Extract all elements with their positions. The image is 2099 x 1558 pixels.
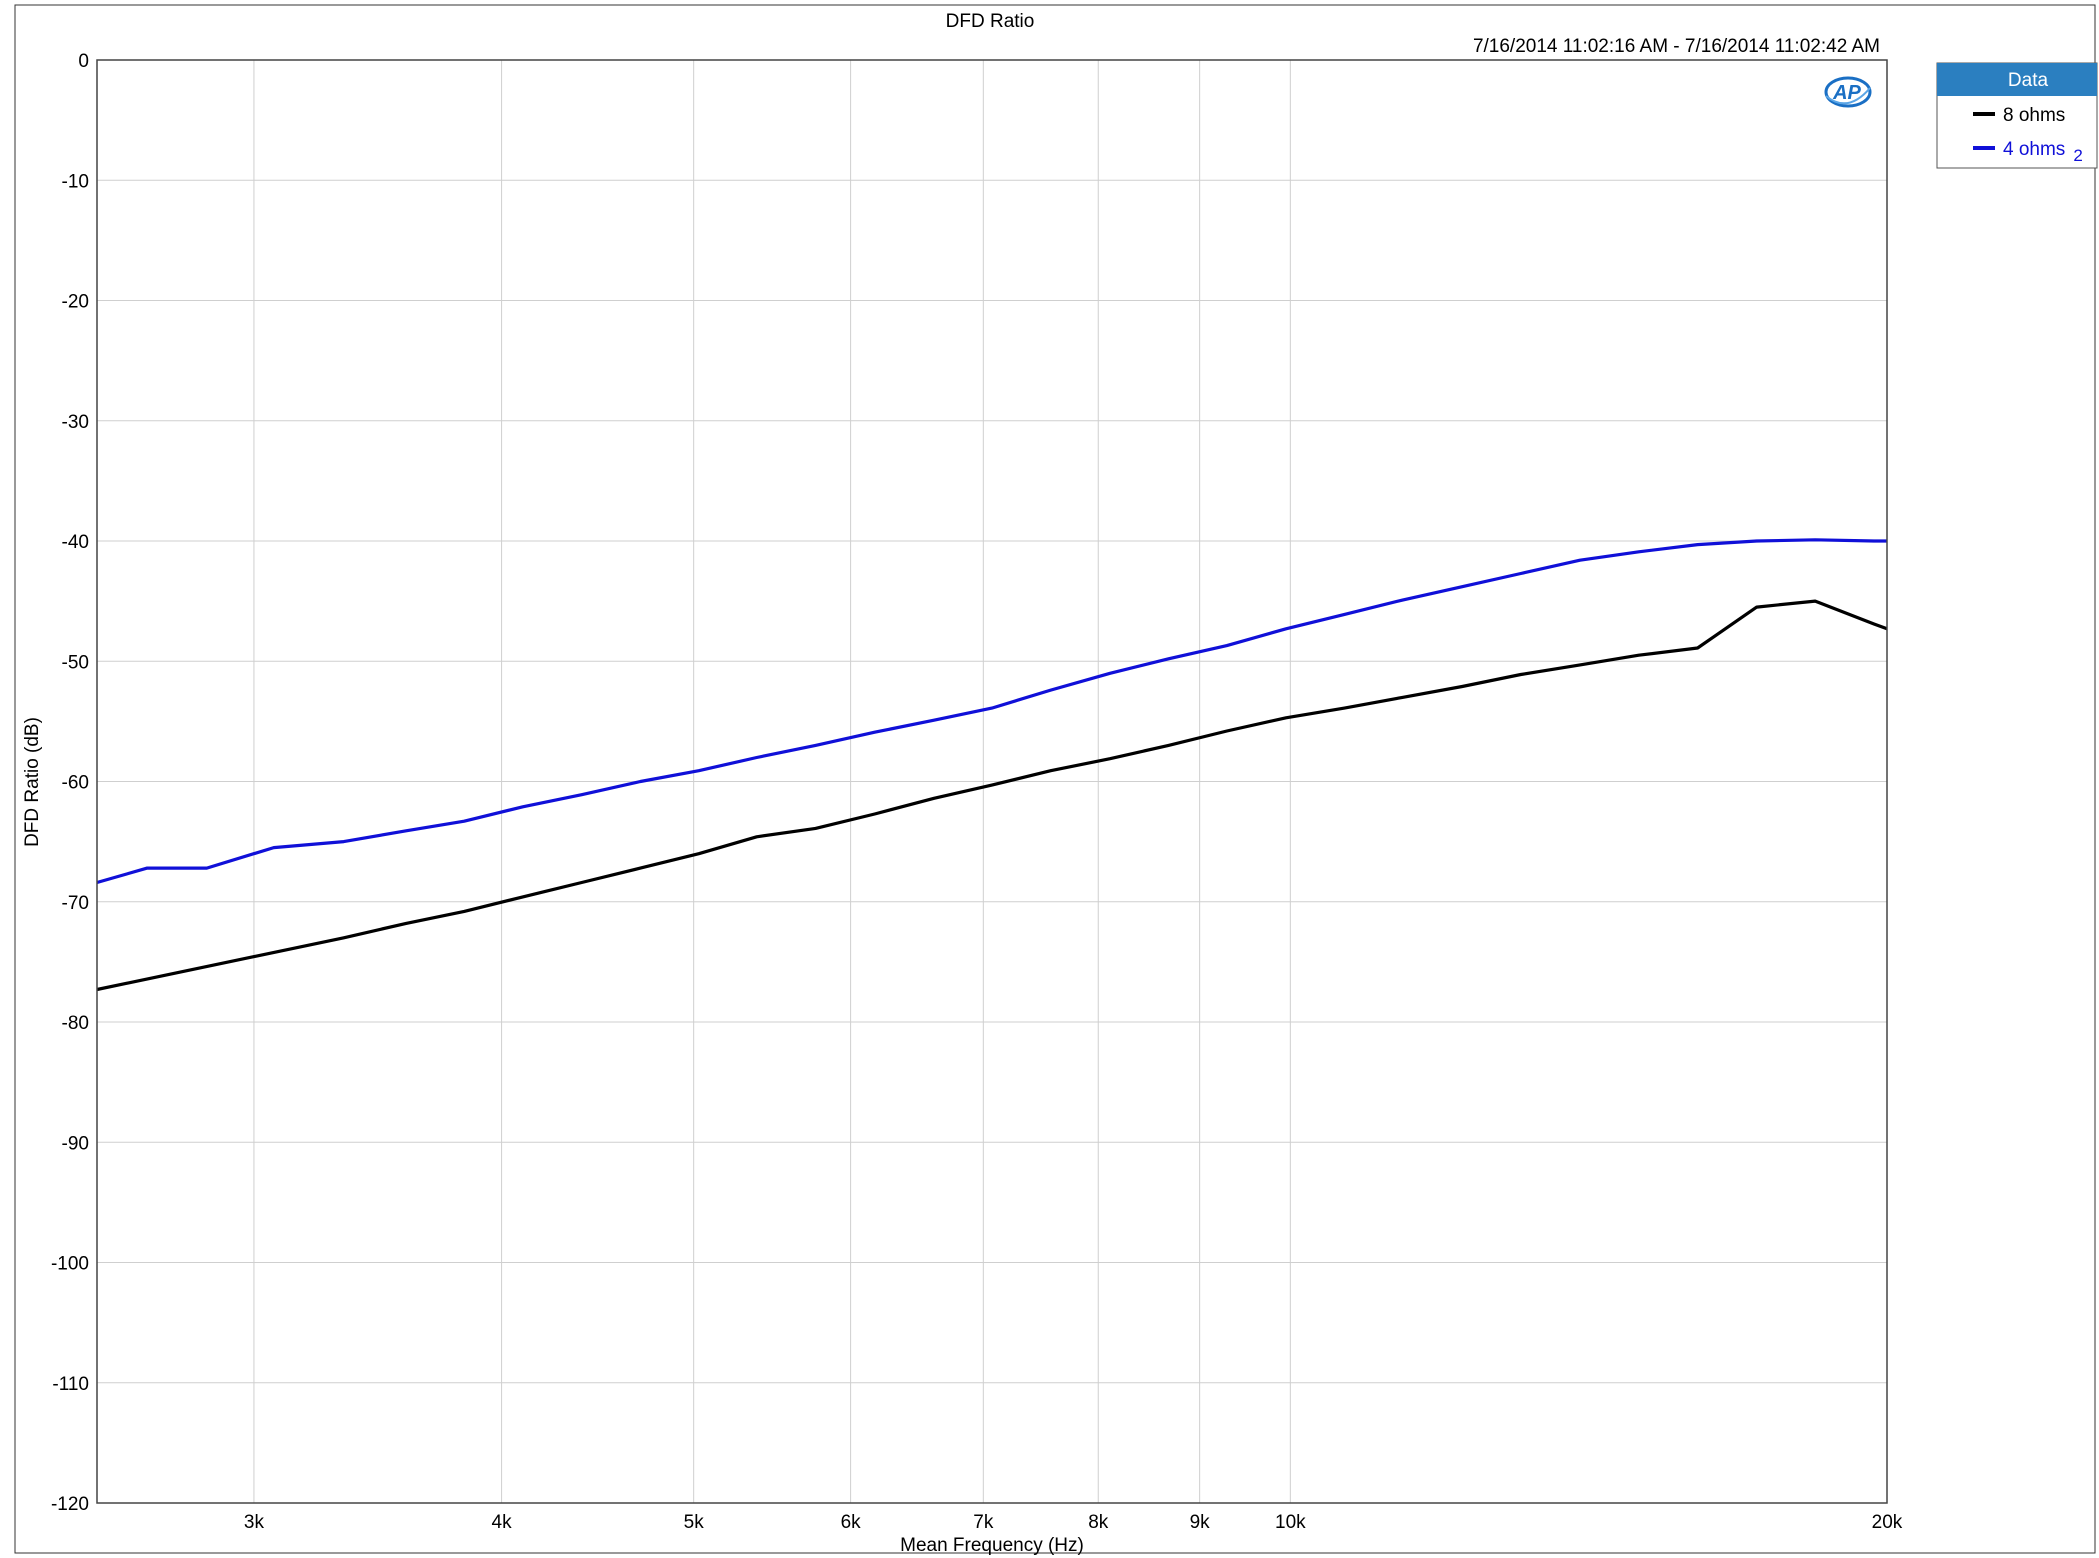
svg-text:AP: AP (1832, 82, 1861, 104)
y-tick-label: -110 (52, 1374, 89, 1395)
x-tick-label: 4k (492, 1512, 513, 1533)
grid-lines (97, 59, 1888, 1504)
y-axis-ticks: 0 -10 -20 -30 -40 -50 -60 -70 -80 -90 -100 -110 -120 (51, 51, 89, 1515)
chart-subtitle: 7/16/2014 11:02:16 AM - 7/16/2014 11:02:… (1473, 36, 1880, 57)
y-tick-label: 0 (78, 51, 89, 72)
legend-header (1937, 63, 2097, 96)
series-lines (96, 538, 1888, 992)
chart-title: DFD Ratio (946, 11, 1035, 32)
series-line-4-ohms (96, 538, 1887, 885)
y-tick-label: -70 (62, 893, 89, 914)
y-tick-label: -120 (51, 1494, 89, 1515)
plot-area-border (96, 59, 1888, 1504)
x-axis-ticks: 3k 4k 5k 6k 7k 8k 9k 10k 20k (244, 1512, 1903, 1533)
x-axis-label: Mean Frequency (Hz) (900, 1535, 1084, 1556)
x-tick-label: 9k (1190, 1512, 1211, 1533)
y-tick-label: -40 (62, 532, 89, 553)
x-tick-label: 8k (1088, 1512, 1109, 1533)
y-tick-label: -30 (62, 412, 89, 433)
x-tick-label: 20k (1872, 1512, 1903, 1533)
x-tick-label: 5k (684, 1512, 705, 1533)
y-tick-label: -100 (51, 1254, 89, 1275)
y-tick-label: -90 (62, 1133, 89, 1154)
x-tick-label: 6k (841, 1512, 862, 1533)
y-tick-label: -60 (62, 773, 89, 794)
legend-title: Data (2008, 70, 2049, 91)
x-tick-label: 10k (1275, 1512, 1306, 1533)
x-tick-label: 3k (244, 1512, 265, 1533)
y-tick-label: -20 (62, 292, 89, 313)
y-tick-label: -50 (62, 652, 89, 673)
y-axis-label: DFD Ratio (dB) (22, 717, 43, 847)
legend-entry-subscript: 2 (2073, 146, 2082, 165)
series-line-8-ohms (96, 599, 1888, 992)
y-tick-label: -10 (62, 171, 89, 192)
ap-logo-icon: AP (1824, 76, 1872, 108)
x-tick-label: 7k (973, 1512, 994, 1533)
legend-entry: 8 ohms (2003, 105, 2065, 126)
chart-frame (14, 4, 2096, 1554)
y-tick-label: -80 (62, 1013, 89, 1034)
